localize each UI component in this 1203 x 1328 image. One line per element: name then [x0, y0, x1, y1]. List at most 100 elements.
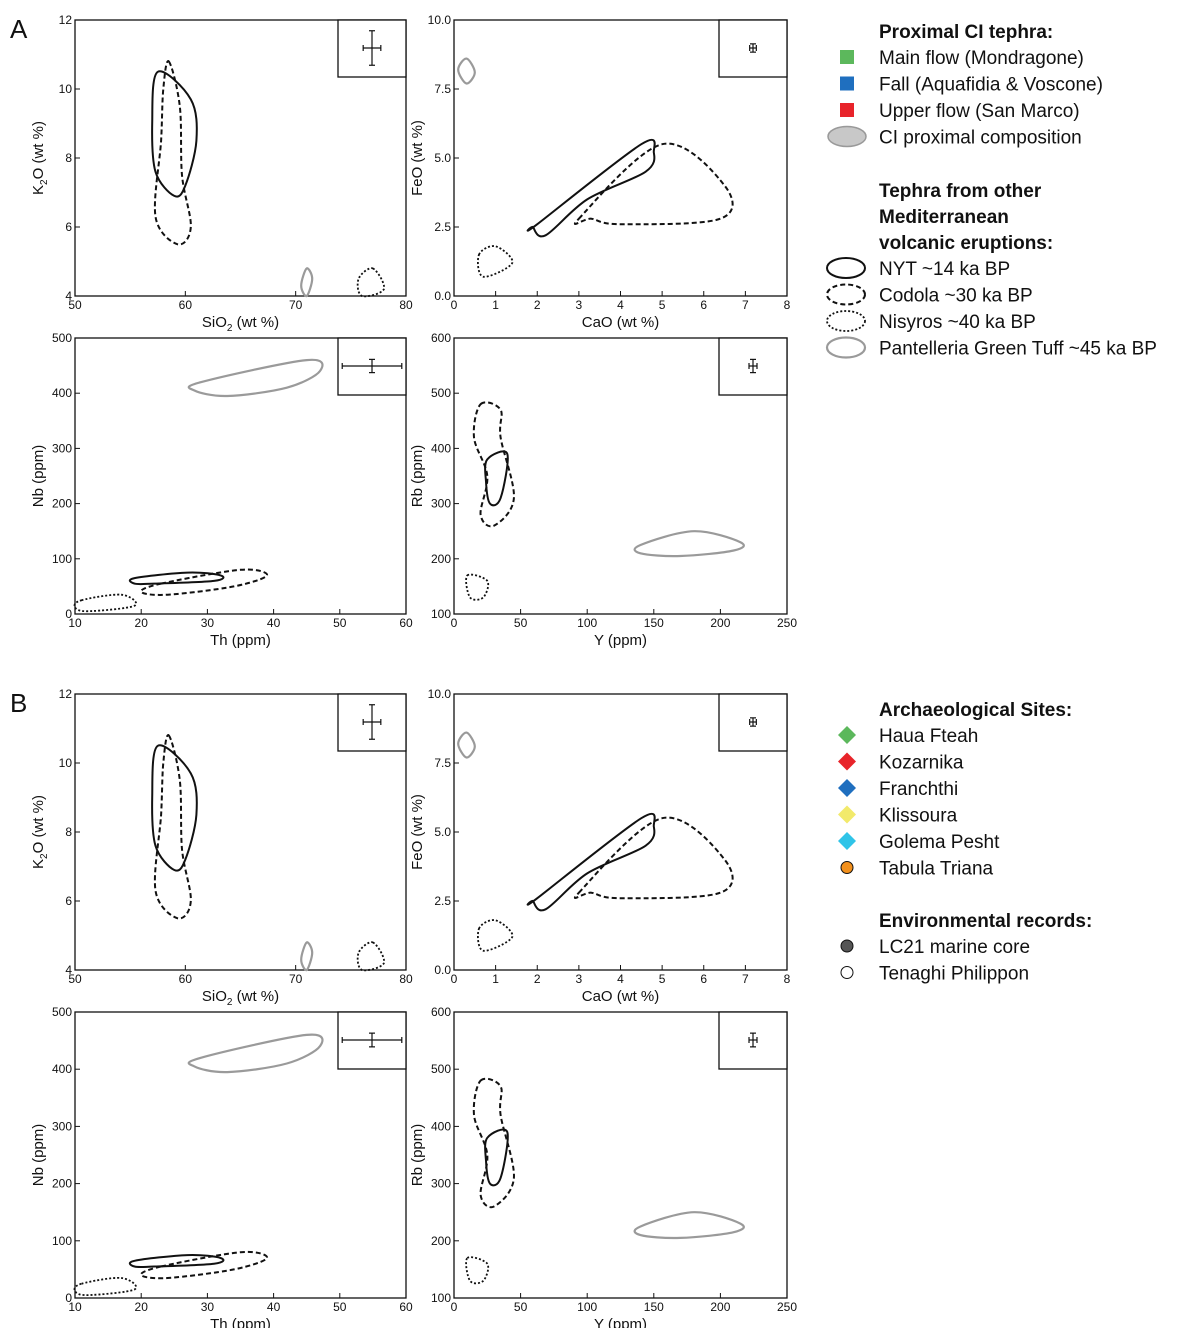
field-dashed	[573, 142, 734, 226]
y-tick-label: 500	[52, 1005, 72, 1019]
x-axis-label: Th (ppm)	[210, 1316, 271, 1328]
field-dashed	[472, 1077, 515, 1209]
x-tick-label: 0	[451, 1300, 458, 1314]
y-tick-label: 10	[59, 82, 73, 96]
legend-marker-circle	[840, 966, 854, 979]
x-tick-label: 2	[534, 972, 541, 986]
y-tick-label: 400	[431, 1119, 451, 1133]
x-tick-label: 4	[617, 972, 624, 986]
x-tick-label: 10	[68, 1300, 82, 1314]
field-gray	[457, 731, 476, 759]
field-solid	[484, 450, 509, 507]
field-dotted	[477, 245, 514, 278]
field-gray	[187, 358, 324, 398]
x-tick-label: 200	[710, 1300, 730, 1314]
x-tick-label: 100	[577, 1300, 597, 1314]
x-axis-label: SiO2 (wt %)	[202, 314, 279, 334]
y-tick-label: 300	[52, 1119, 72, 1133]
y-tick-label: 400	[52, 386, 72, 400]
y-tick-label: 200	[431, 1234, 451, 1248]
legend-a-title-other-line3: volcanic eruptions:	[879, 233, 1053, 254]
field-solid	[151, 744, 198, 872]
plot-frame	[74, 337, 407, 615]
y-tick-label: 4	[65, 289, 72, 303]
x-tick-label: 50	[514, 616, 528, 630]
x-tick-label: 6	[700, 972, 707, 986]
legend-marker-gray	[825, 336, 867, 359]
y-tick-label: 0.0	[434, 289, 451, 303]
field-dashed	[140, 568, 268, 596]
y-axis-label: K2O (wt %)	[30, 795, 50, 869]
field-dashed	[140, 1250, 268, 1280]
x-tick-label: 50	[68, 972, 82, 986]
x-tick-label: 150	[644, 1300, 664, 1314]
y-tick-label: 600	[431, 331, 451, 345]
x-tick-label: 2	[534, 298, 541, 312]
field-dashed	[573, 816, 734, 900]
plot-nb-th-b: 10 20 30 40 50 60 0 100 200 300 400 500 Th (ppm) Nb (…	[30, 1005, 413, 1328]
legend-item-label: CI proximal composition	[879, 128, 1082, 149]
legend-a-title-proximal: Proximal CI tephra:	[879, 22, 1053, 43]
y-tick-label: 100	[431, 607, 451, 621]
legend-item-label: Nisyros ~40 ka BP	[879, 312, 1036, 333]
legend-marker-diamond	[838, 805, 856, 824]
legend-marker-solid	[826, 257, 866, 279]
plot-frame	[74, 1011, 407, 1299]
field-solid	[128, 571, 225, 586]
field-gray	[300, 941, 314, 972]
y-tick-label: 500	[52, 331, 72, 345]
y-tick-label: 200	[52, 1177, 72, 1191]
plot-frame	[453, 1011, 788, 1299]
x-tick-label: 20	[135, 1300, 149, 1314]
legend-b-title-sites: Archaeological Sites:	[879, 700, 1072, 721]
y-tick-label: 200	[431, 552, 451, 566]
legend-a-title-other-line1: Tephra from other	[879, 181, 1042, 202]
y-axis-label: Nb (ppm)	[30, 445, 47, 508]
y-tick-label: 8	[65, 151, 72, 165]
y-tick-label: 10.0	[428, 687, 452, 701]
y-tick-label: 300	[431, 497, 451, 511]
x-tick-label: 50	[68, 298, 82, 312]
legend-item-label: Kozarnika	[879, 753, 964, 774]
legend-item-label: Klissoura	[879, 806, 958, 827]
x-tick-label: 40	[267, 616, 281, 630]
legend-marker-circle	[840, 861, 854, 874]
y-tick-label: 300	[431, 1177, 451, 1191]
x-tick-label: 60	[179, 972, 193, 986]
field-gray	[633, 530, 745, 558]
x-tick-label: 20	[135, 616, 149, 630]
legend-marker-ellipse	[827, 125, 867, 148]
x-tick-label: 50	[333, 616, 347, 630]
x-tick-label: 3	[576, 298, 583, 312]
x-tick-label: 0	[451, 298, 458, 312]
x-tick-label: 60	[179, 298, 193, 312]
y-tick-label: 100	[52, 1234, 72, 1248]
y-tick-label: 12	[59, 687, 73, 701]
y-tick-label: 6	[65, 220, 72, 234]
x-tick-label: 40	[267, 1300, 281, 1314]
legend-marker-diamond	[838, 726, 856, 744]
x-tick-label: 70	[289, 972, 303, 986]
y-tick-label: 12	[59, 13, 73, 27]
x-tick-label: 250	[777, 616, 797, 630]
x-tick-label: 60	[399, 1300, 413, 1314]
y-tick-label: 8	[65, 825, 72, 839]
panel-label-a: A	[10, 14, 28, 44]
x-tick-label: 60	[399, 616, 413, 630]
y-tick-label: 300	[52, 441, 72, 455]
x-axis-label: CaO (wt %)	[582, 314, 660, 331]
y-tick-label: 0.0	[434, 963, 451, 977]
field-dotted	[465, 1256, 490, 1285]
legend-item-label: NYT ~14 ka BP	[879, 259, 1010, 280]
x-tick-label: 80	[399, 298, 413, 312]
x-tick-label: 7	[742, 298, 749, 312]
x-tick-label: 1	[492, 298, 499, 312]
plot-feo-cao-b: 0 1 2 3 4 5 6 7 8 0.0 2.5 5.0 7.5 10.0 CaO (wt %) FeO (…	[409, 687, 791, 1005]
field-dotted	[356, 267, 386, 298]
y-tick-label: 400	[52, 1062, 72, 1076]
x-tick-label: 0	[451, 972, 458, 986]
x-axis-label: Y (ppm)	[594, 1316, 647, 1328]
y-tick-label: 10.0	[428, 13, 452, 27]
field-solid	[151, 70, 198, 198]
panel-label-b: B	[10, 688, 27, 718]
